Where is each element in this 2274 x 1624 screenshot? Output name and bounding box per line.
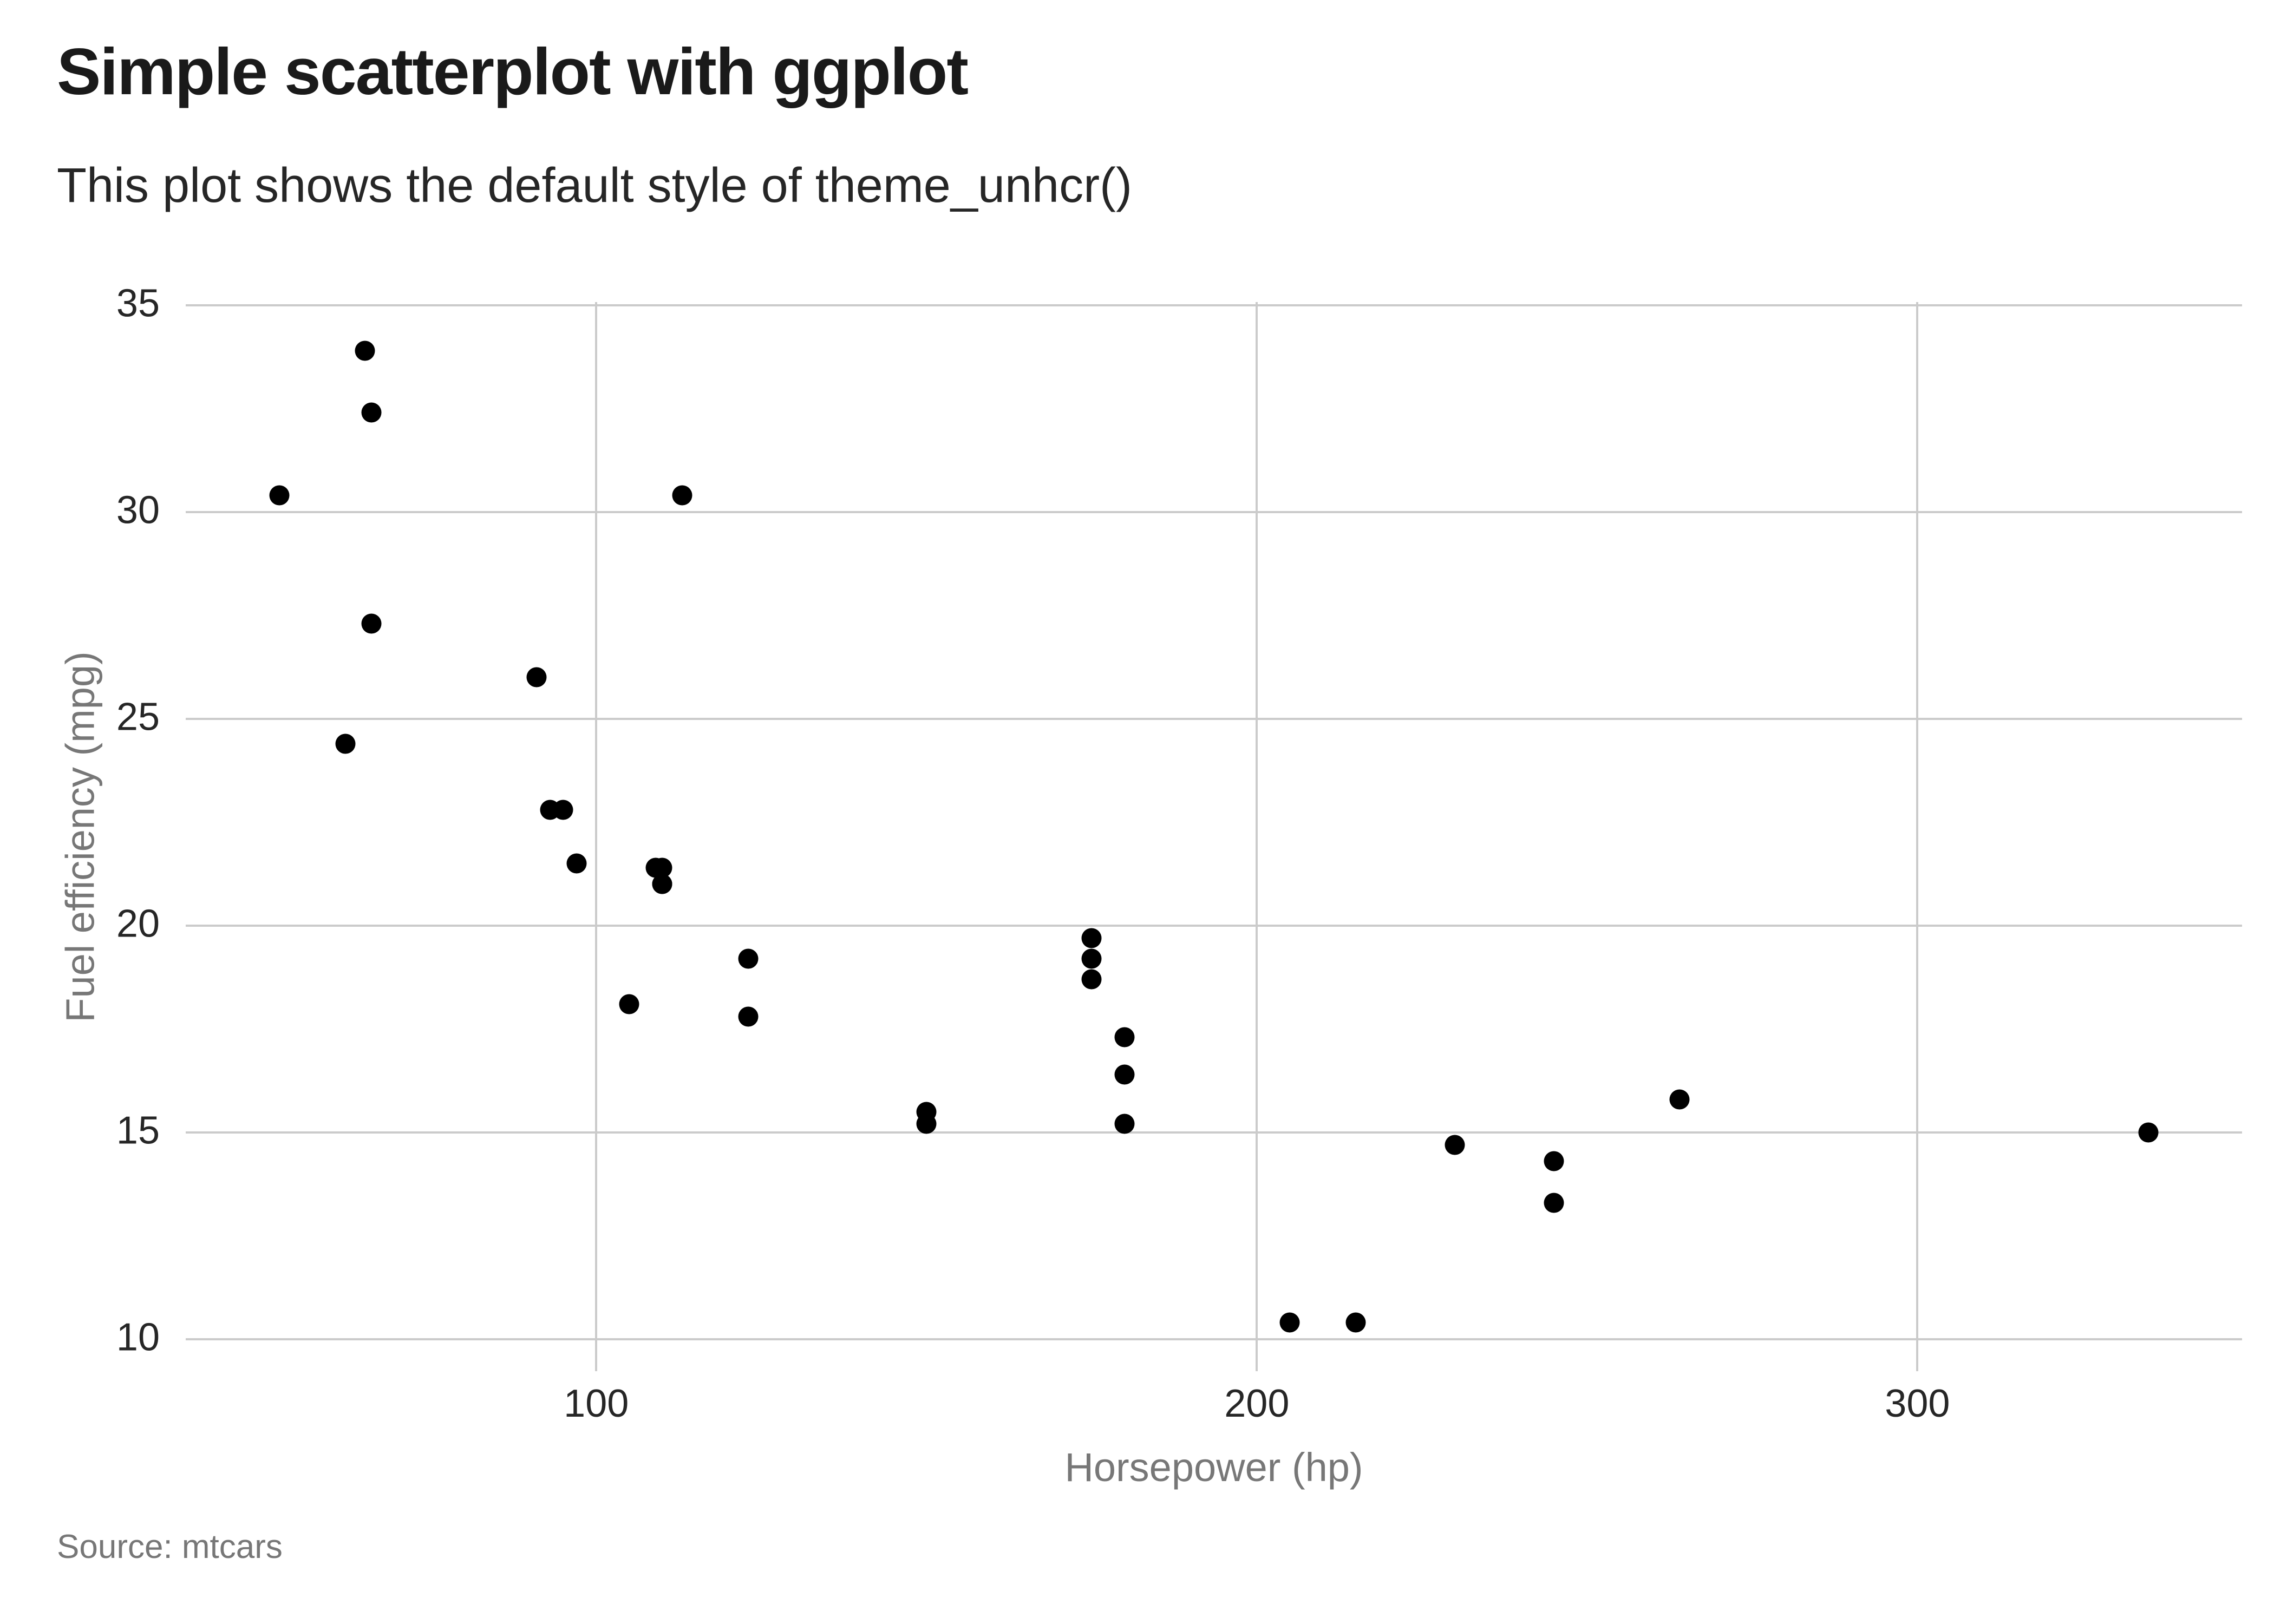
data-point	[2138, 1122, 2159, 1143]
data-point	[1114, 1064, 1135, 1085]
h-gridline	[186, 1131, 2242, 1134]
data-point	[1114, 1114, 1135, 1134]
data-point	[1081, 969, 1102, 990]
data-point	[1279, 1312, 1300, 1333]
data-point	[645, 857, 666, 878]
y-tick-label: 15	[116, 1109, 160, 1152]
data-point	[619, 994, 639, 1014]
v-gridline	[1916, 302, 1919, 1371]
data-point	[1114, 1027, 1135, 1047]
data-point	[566, 853, 587, 874]
data-point	[355, 340, 375, 361]
y-tick-label: 25	[116, 695, 160, 739]
h-gridline	[186, 924, 2242, 927]
data-point	[269, 485, 290, 506]
x-tick-label: 200	[1224, 1382, 1290, 1425]
source-caption: Source: mtcars	[57, 1528, 283, 1566]
data-point	[1669, 1089, 1690, 1110]
data-point	[1445, 1135, 1465, 1155]
data-point	[361, 613, 382, 634]
data-point	[672, 485, 692, 506]
data-point	[1345, 1312, 1366, 1333]
h-gridline	[186, 304, 2242, 306]
data-point	[361, 402, 382, 423]
data-point	[916, 1114, 937, 1134]
y-tick-label: 35	[116, 281, 160, 325]
data-point	[526, 667, 547, 687]
y-tick-label: 20	[116, 902, 160, 946]
data-point	[1081, 948, 1102, 969]
chart-subtitle: This plot shows the default style of the…	[57, 159, 1132, 213]
h-gridline	[186, 510, 2242, 513]
data-point	[738, 948, 759, 969]
data-point	[553, 800, 573, 820]
x-axis-title: Horsepower (hp)	[1064, 1445, 1363, 1490]
chart-title: Simple scatterplot with ggplot	[57, 35, 969, 108]
y-tick-label: 30	[116, 488, 160, 532]
y-axis-title: Fuel efficiency (mpg)	[57, 651, 103, 1023]
data-point	[1544, 1151, 1564, 1171]
v-gridline	[1256, 302, 1258, 1371]
data-point	[738, 1006, 759, 1027]
v-gridline	[595, 302, 598, 1371]
data-point	[1081, 928, 1102, 948]
x-tick-label: 100	[564, 1382, 629, 1425]
h-gridline	[186, 717, 2242, 720]
y-tick-label: 10	[116, 1315, 160, 1359]
data-point	[335, 734, 356, 754]
x-tick-label: 300	[1885, 1382, 1950, 1425]
plot-panel	[186, 302, 2242, 1371]
h-gridline	[186, 1338, 2242, 1340]
data-point	[1544, 1193, 1564, 1213]
